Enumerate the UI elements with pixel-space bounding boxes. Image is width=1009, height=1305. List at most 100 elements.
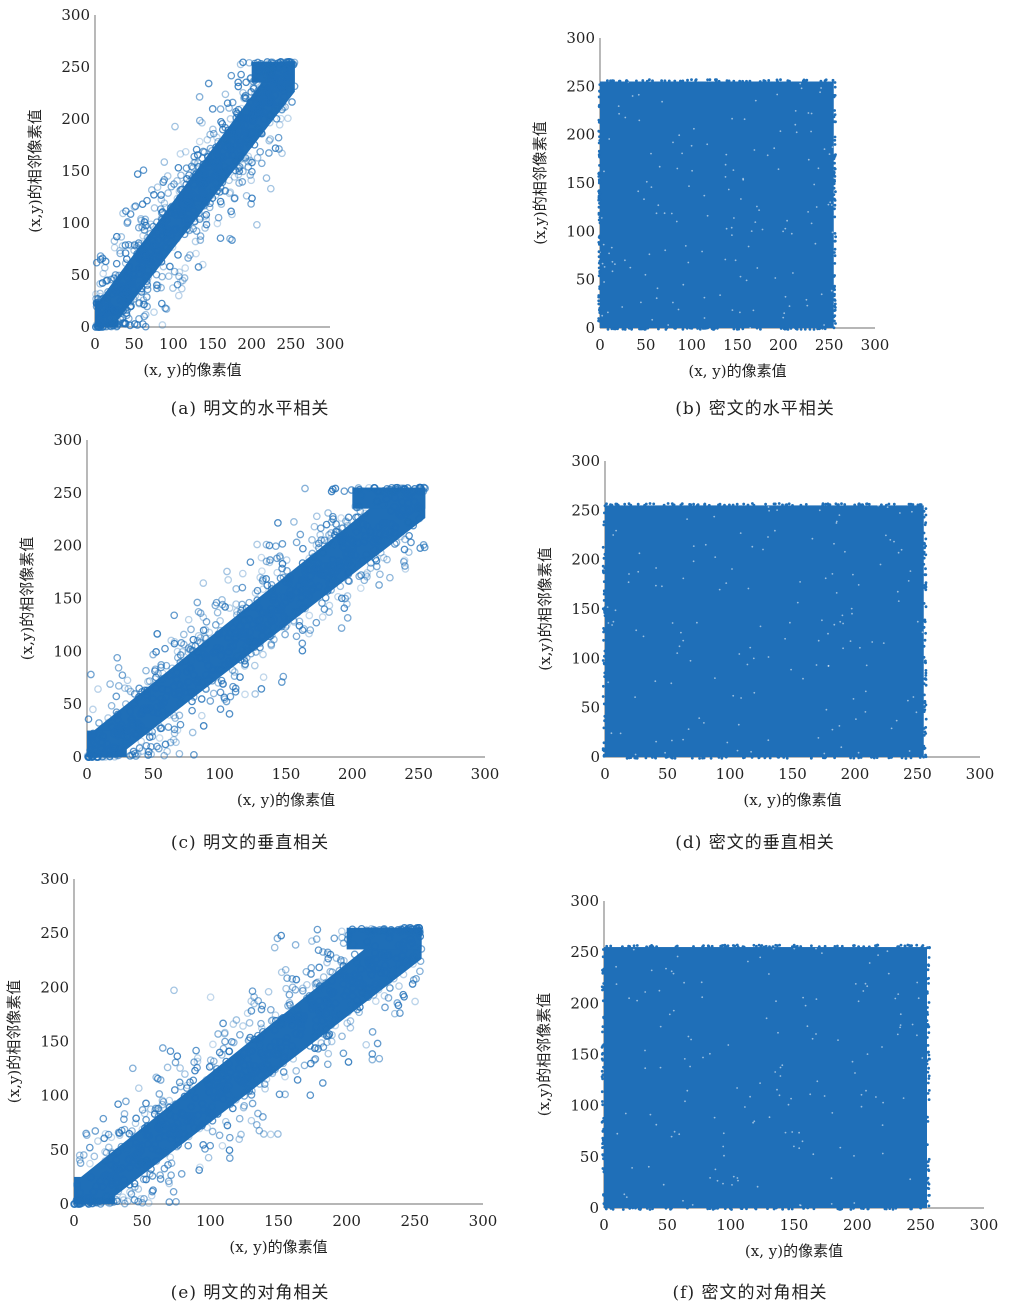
point xyxy=(273,74,282,83)
point xyxy=(188,706,196,715)
point xyxy=(144,1140,152,1148)
point xyxy=(274,133,283,142)
point xyxy=(198,1121,206,1130)
point xyxy=(361,509,369,518)
y-tick-label: 250 xyxy=(571,501,600,519)
point xyxy=(117,1142,126,1151)
point xyxy=(833,299,837,302)
point xyxy=(170,1086,179,1094)
point xyxy=(342,549,351,557)
x-tick-label: 50 xyxy=(658,765,677,783)
point xyxy=(233,607,241,616)
x-tick-label: 0 xyxy=(90,335,100,353)
point xyxy=(190,671,198,679)
point xyxy=(672,141,674,144)
point xyxy=(927,1031,931,1034)
point xyxy=(830,289,833,292)
point xyxy=(211,621,220,629)
point xyxy=(806,1206,810,1210)
point xyxy=(397,532,405,541)
point xyxy=(212,146,221,155)
point xyxy=(367,924,376,933)
point xyxy=(143,693,151,702)
point xyxy=(794,110,797,112)
point xyxy=(386,528,395,536)
point xyxy=(140,1109,149,1118)
point xyxy=(598,201,601,205)
y-tick-label: 250 xyxy=(40,924,69,942)
point xyxy=(875,944,878,948)
point xyxy=(722,1132,725,1135)
point xyxy=(395,927,404,936)
point xyxy=(79,1151,88,1159)
point xyxy=(665,967,667,970)
point xyxy=(217,651,225,660)
point xyxy=(365,483,373,492)
point xyxy=(833,542,835,545)
point xyxy=(284,591,293,599)
point xyxy=(167,182,176,191)
point xyxy=(119,1175,128,1184)
point xyxy=(306,572,315,580)
point xyxy=(319,570,328,579)
point xyxy=(714,556,717,558)
point xyxy=(140,1124,149,1132)
point xyxy=(794,327,798,331)
point xyxy=(374,536,382,545)
point xyxy=(751,545,754,548)
point xyxy=(157,724,166,732)
point xyxy=(773,502,777,506)
point xyxy=(648,502,652,505)
point xyxy=(133,721,141,729)
point xyxy=(887,502,891,506)
point xyxy=(227,207,235,216)
point xyxy=(114,729,122,738)
point xyxy=(98,752,106,761)
point xyxy=(229,657,238,666)
point xyxy=(602,599,606,602)
point xyxy=(855,718,857,720)
y-tick-label: 0 xyxy=(590,748,600,766)
point xyxy=(253,153,262,162)
point xyxy=(244,157,253,166)
x-tick-label: 150 xyxy=(198,335,227,353)
point xyxy=(90,1196,99,1205)
point xyxy=(289,616,298,625)
point xyxy=(857,751,860,754)
point xyxy=(331,1021,340,1030)
point xyxy=(777,168,780,171)
point xyxy=(194,159,202,167)
point xyxy=(70,1200,78,1208)
point xyxy=(810,756,813,760)
point xyxy=(659,1066,662,1069)
point xyxy=(379,553,388,562)
point xyxy=(134,1161,143,1170)
point xyxy=(776,509,778,511)
point xyxy=(827,203,830,206)
point xyxy=(852,1206,855,1210)
point xyxy=(625,1196,628,1198)
point xyxy=(262,1075,271,1084)
point xyxy=(246,171,255,179)
point xyxy=(291,985,300,994)
point xyxy=(390,1009,399,1018)
point xyxy=(110,743,118,752)
point xyxy=(924,703,928,707)
point xyxy=(192,227,201,235)
point xyxy=(279,1059,288,1068)
point xyxy=(859,646,861,649)
point xyxy=(927,1066,930,1070)
point xyxy=(688,185,690,188)
point xyxy=(837,1039,839,1041)
point xyxy=(619,732,622,735)
point xyxy=(731,234,733,237)
point xyxy=(148,266,157,274)
point xyxy=(188,697,196,706)
point xyxy=(744,1106,746,1108)
point xyxy=(602,986,605,989)
point xyxy=(404,517,413,526)
point xyxy=(778,1094,781,1097)
point xyxy=(313,925,322,934)
scatter-points xyxy=(600,943,931,1211)
point xyxy=(273,568,282,577)
